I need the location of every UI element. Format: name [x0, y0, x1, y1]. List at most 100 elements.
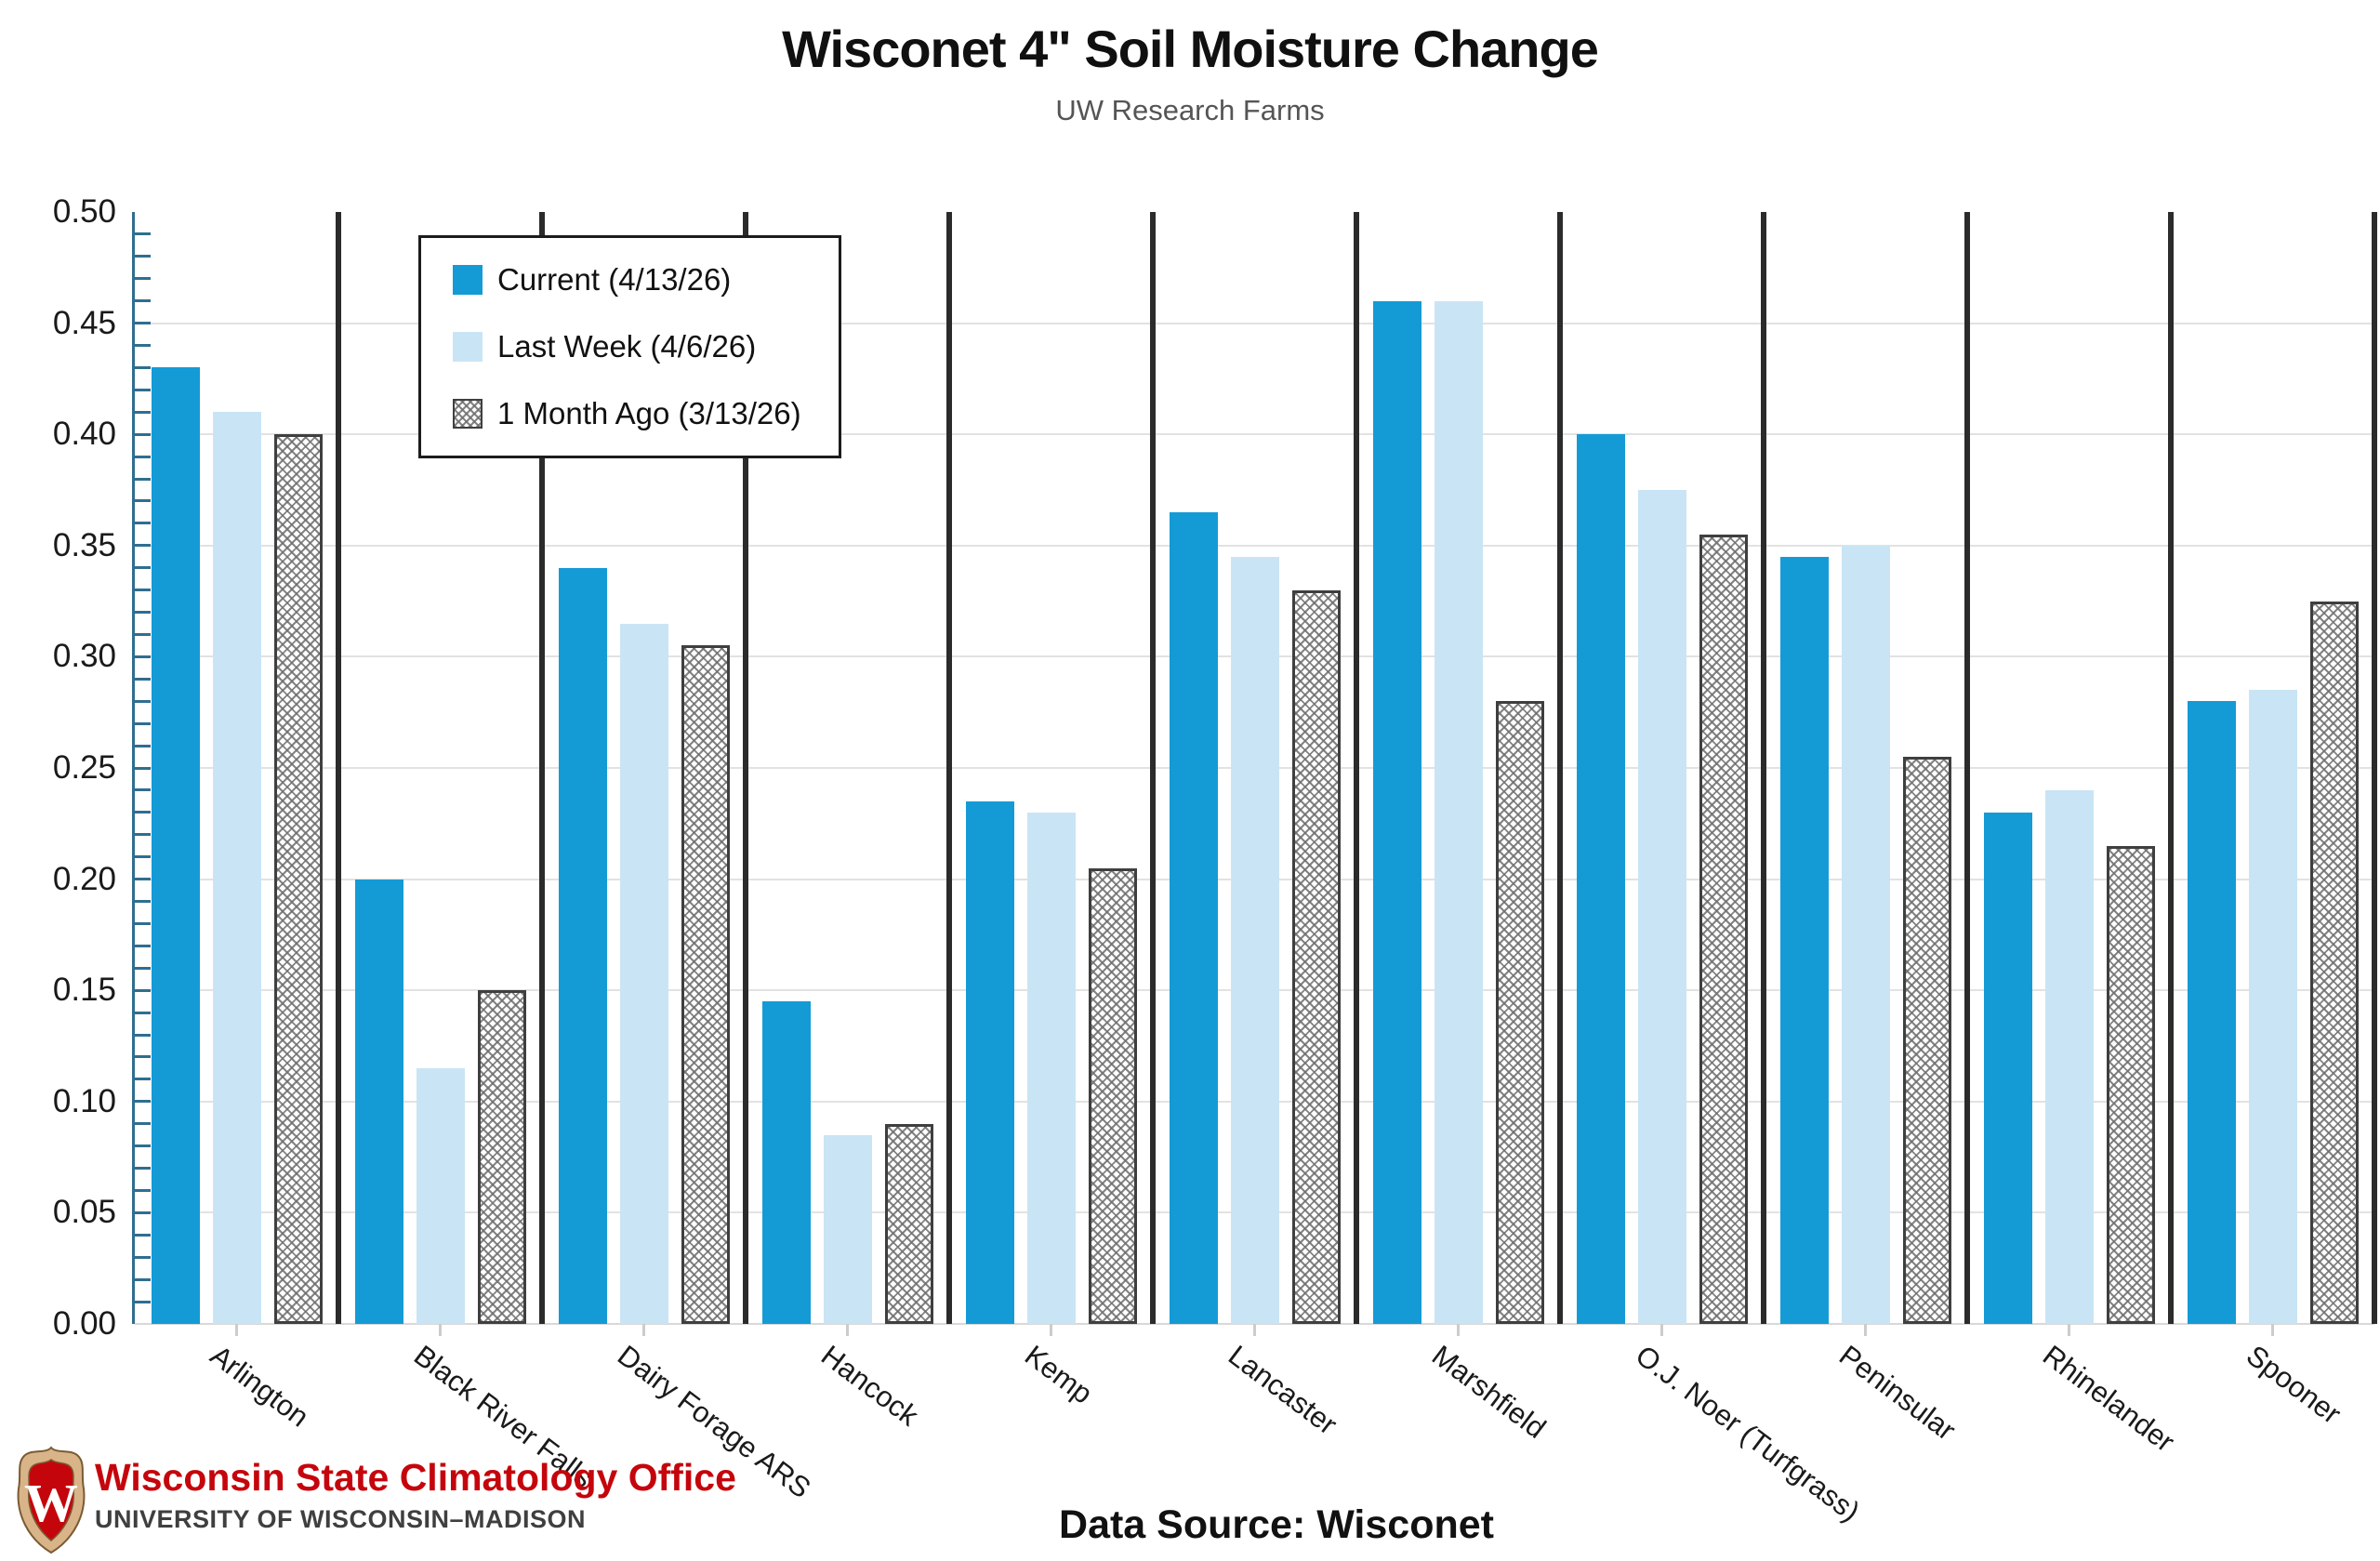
x-category-label: Kemp: [1018, 1339, 1099, 1410]
panel-separator: [743, 212, 748, 1324]
bar-solid-0-peninsular: [1779, 556, 1829, 1324]
y-axis-tick: [135, 388, 151, 391]
y-axis-tick: [135, 699, 151, 703]
y-axis-tick: [135, 589, 151, 592]
panel-separator: [2372, 212, 2377, 1324]
legend-label: Last Week (4/6/26): [497, 329, 757, 364]
x-category-label: O.J. Noer (Turfgrass): [1629, 1339, 1866, 1528]
org-subtitle: UNIVERSITY OF WISCONSIN–MADISON: [95, 1505, 587, 1533]
legend-item: Current (4/13/26): [453, 262, 801, 298]
x-axis-tick: [642, 1324, 645, 1336]
org-name: Wisconsin State Climatology Office: [95, 1456, 736, 1499]
chart-header: Wisconet 4" Soil Moisture Change UW Rese…: [0, 0, 2380, 127]
y-axis-tick: [135, 1277, 151, 1281]
y-axis-tick: [135, 277, 151, 281]
plot-area: 0.00 0.05 0.10 0.15 0.20 0.25 0.30 0.35 0.40 0.45…: [53, 193, 2377, 1528]
y-axis-tick: [135, 1078, 151, 1081]
bar-solid-1-arlington: [212, 412, 261, 1324]
bar-solid-1-o-j-noer-turfgrass-: [1637, 490, 1686, 1324]
bar-solid-1-lancaster: [1230, 556, 1279, 1324]
y-tick-label: 0.05: [52, 1194, 116, 1231]
y-tick-label: 0.45: [52, 304, 116, 341]
chart-subtitle: UW Research Farms: [1055, 94, 1325, 126]
y-axis-tick: [135, 1122, 151, 1126]
bar-hatch-dairy-forage-ars: [681, 645, 730, 1324]
y-axis-tick: [135, 855, 151, 859]
x-axis-tick: [1050, 1324, 1052, 1336]
bar-solid-0-rhinelander: [1983, 812, 2032, 1324]
y-axis-tick: [135, 788, 151, 792]
bar-solid-0-lancaster: [1169, 511, 1218, 1324]
y-axis-tick: [135, 988, 151, 992]
legend-item: Last Week (4/6/26): [453, 329, 801, 364]
x-axis-tick: [1253, 1324, 1256, 1336]
y-tick-label: 0.00: [52, 1305, 116, 1342]
bar-solid-0-kemp: [965, 800, 1014, 1324]
bar-solid-0-dairy-forage-ars: [558, 567, 607, 1324]
panel-separator: [1557, 212, 1563, 1324]
legend-label: Current (4/13/26): [497, 262, 732, 297]
bar-solid-1-spooner: [2248, 690, 2297, 1324]
x-category-label: Rhinelander: [2036, 1339, 2181, 1459]
y-axis-tick: [135, 499, 151, 503]
y-axis-tick: [135, 455, 151, 458]
bar-solid-0-arlington: [151, 367, 200, 1324]
legend-label: 1 Month Ago (3/13/26): [497, 396, 801, 430]
y-axis-tick: [135, 632, 151, 636]
chart-title: Wisconet 4" Soil Moisture Change: [782, 20, 1599, 78]
panel-separator: [1150, 212, 1156, 1324]
bar-hatch-kemp: [1088, 867, 1137, 1324]
y-axis-tick: [135, 1144, 151, 1148]
y-axis-tick: [135, 1167, 151, 1171]
bar-hatch-o-j-noer-turfgrass-: [1699, 534, 1748, 1324]
y-axis-tick: [135, 1011, 151, 1014]
legend-swatch-hatch: [453, 399, 483, 429]
x-axis-tick: [1660, 1324, 1663, 1336]
y-axis-tick: [135, 766, 151, 770]
y-axis-tick: [135, 432, 151, 436]
gridline: [135, 433, 2374, 436]
bar-solid-0-black-river-falls: [354, 879, 403, 1324]
bar-hatch-rhinelander: [2106, 845, 2155, 1324]
y-axis-tick: [135, 255, 151, 258]
bar-solid-1-peninsular: [1841, 545, 1890, 1324]
bar-solid-1-marshfield: [1434, 300, 1483, 1324]
bar-hatch-spooner: [2309, 601, 2359, 1324]
x-axis-tick: [439, 1324, 442, 1336]
y-axis-tick: [135, 811, 151, 814]
y-axis-tick: [135, 522, 151, 525]
panel-separator: [1964, 212, 1970, 1324]
bar-hatch-marshfield: [1495, 701, 1544, 1324]
bar-solid-1-dairy-forage-ars: [619, 623, 668, 1324]
y-axis-spine: [132, 212, 135, 1324]
x-category-label: Peninsular: [1832, 1339, 1962, 1448]
panel-separator: [336, 212, 341, 1324]
y-axis-tick: [135, 1100, 151, 1104]
y-axis-tick: [135, 322, 151, 325]
bar-solid-1-kemp: [1026, 812, 1076, 1324]
y-tick-label: 0.50: [52, 193, 116, 230]
y-axis-tick: [135, 677, 151, 681]
gridline: [135, 544, 2374, 547]
bar-solid-0-hancock: [761, 1001, 811, 1324]
x-axis-tick: [235, 1324, 238, 1336]
y-axis-tick: [135, 966, 151, 970]
x-axis-tick: [846, 1324, 849, 1336]
legend-swatch-solid-0: [453, 265, 483, 295]
x-category-label: Marshfield: [1425, 1339, 1552, 1446]
y-axis-tick: [135, 344, 151, 348]
bar-solid-0-o-j-noer-turfgrass-: [1576, 434, 1625, 1324]
y-tick-label: 0.20: [52, 860, 116, 897]
panel-separator: [946, 212, 952, 1324]
x-category-label: Spooner: [2240, 1339, 2347, 1431]
y-axis-tick: [135, 721, 151, 725]
y-tick-label: 0.35: [52, 526, 116, 563]
y-axis-tick: [135, 1300, 151, 1303]
gridline: [135, 322, 2374, 324]
chart-legend: Current (4/13/26) Last Week (4/6/26) 1 Mon…: [418, 235, 841, 458]
x-axis-tick: [1457, 1324, 1460, 1336]
x-axis-tick: [2271, 1324, 2274, 1336]
panel-separator: [2168, 212, 2174, 1324]
uw-crest-icon: W: [17, 1446, 86, 1554]
y-axis-tick: [135, 744, 151, 747]
